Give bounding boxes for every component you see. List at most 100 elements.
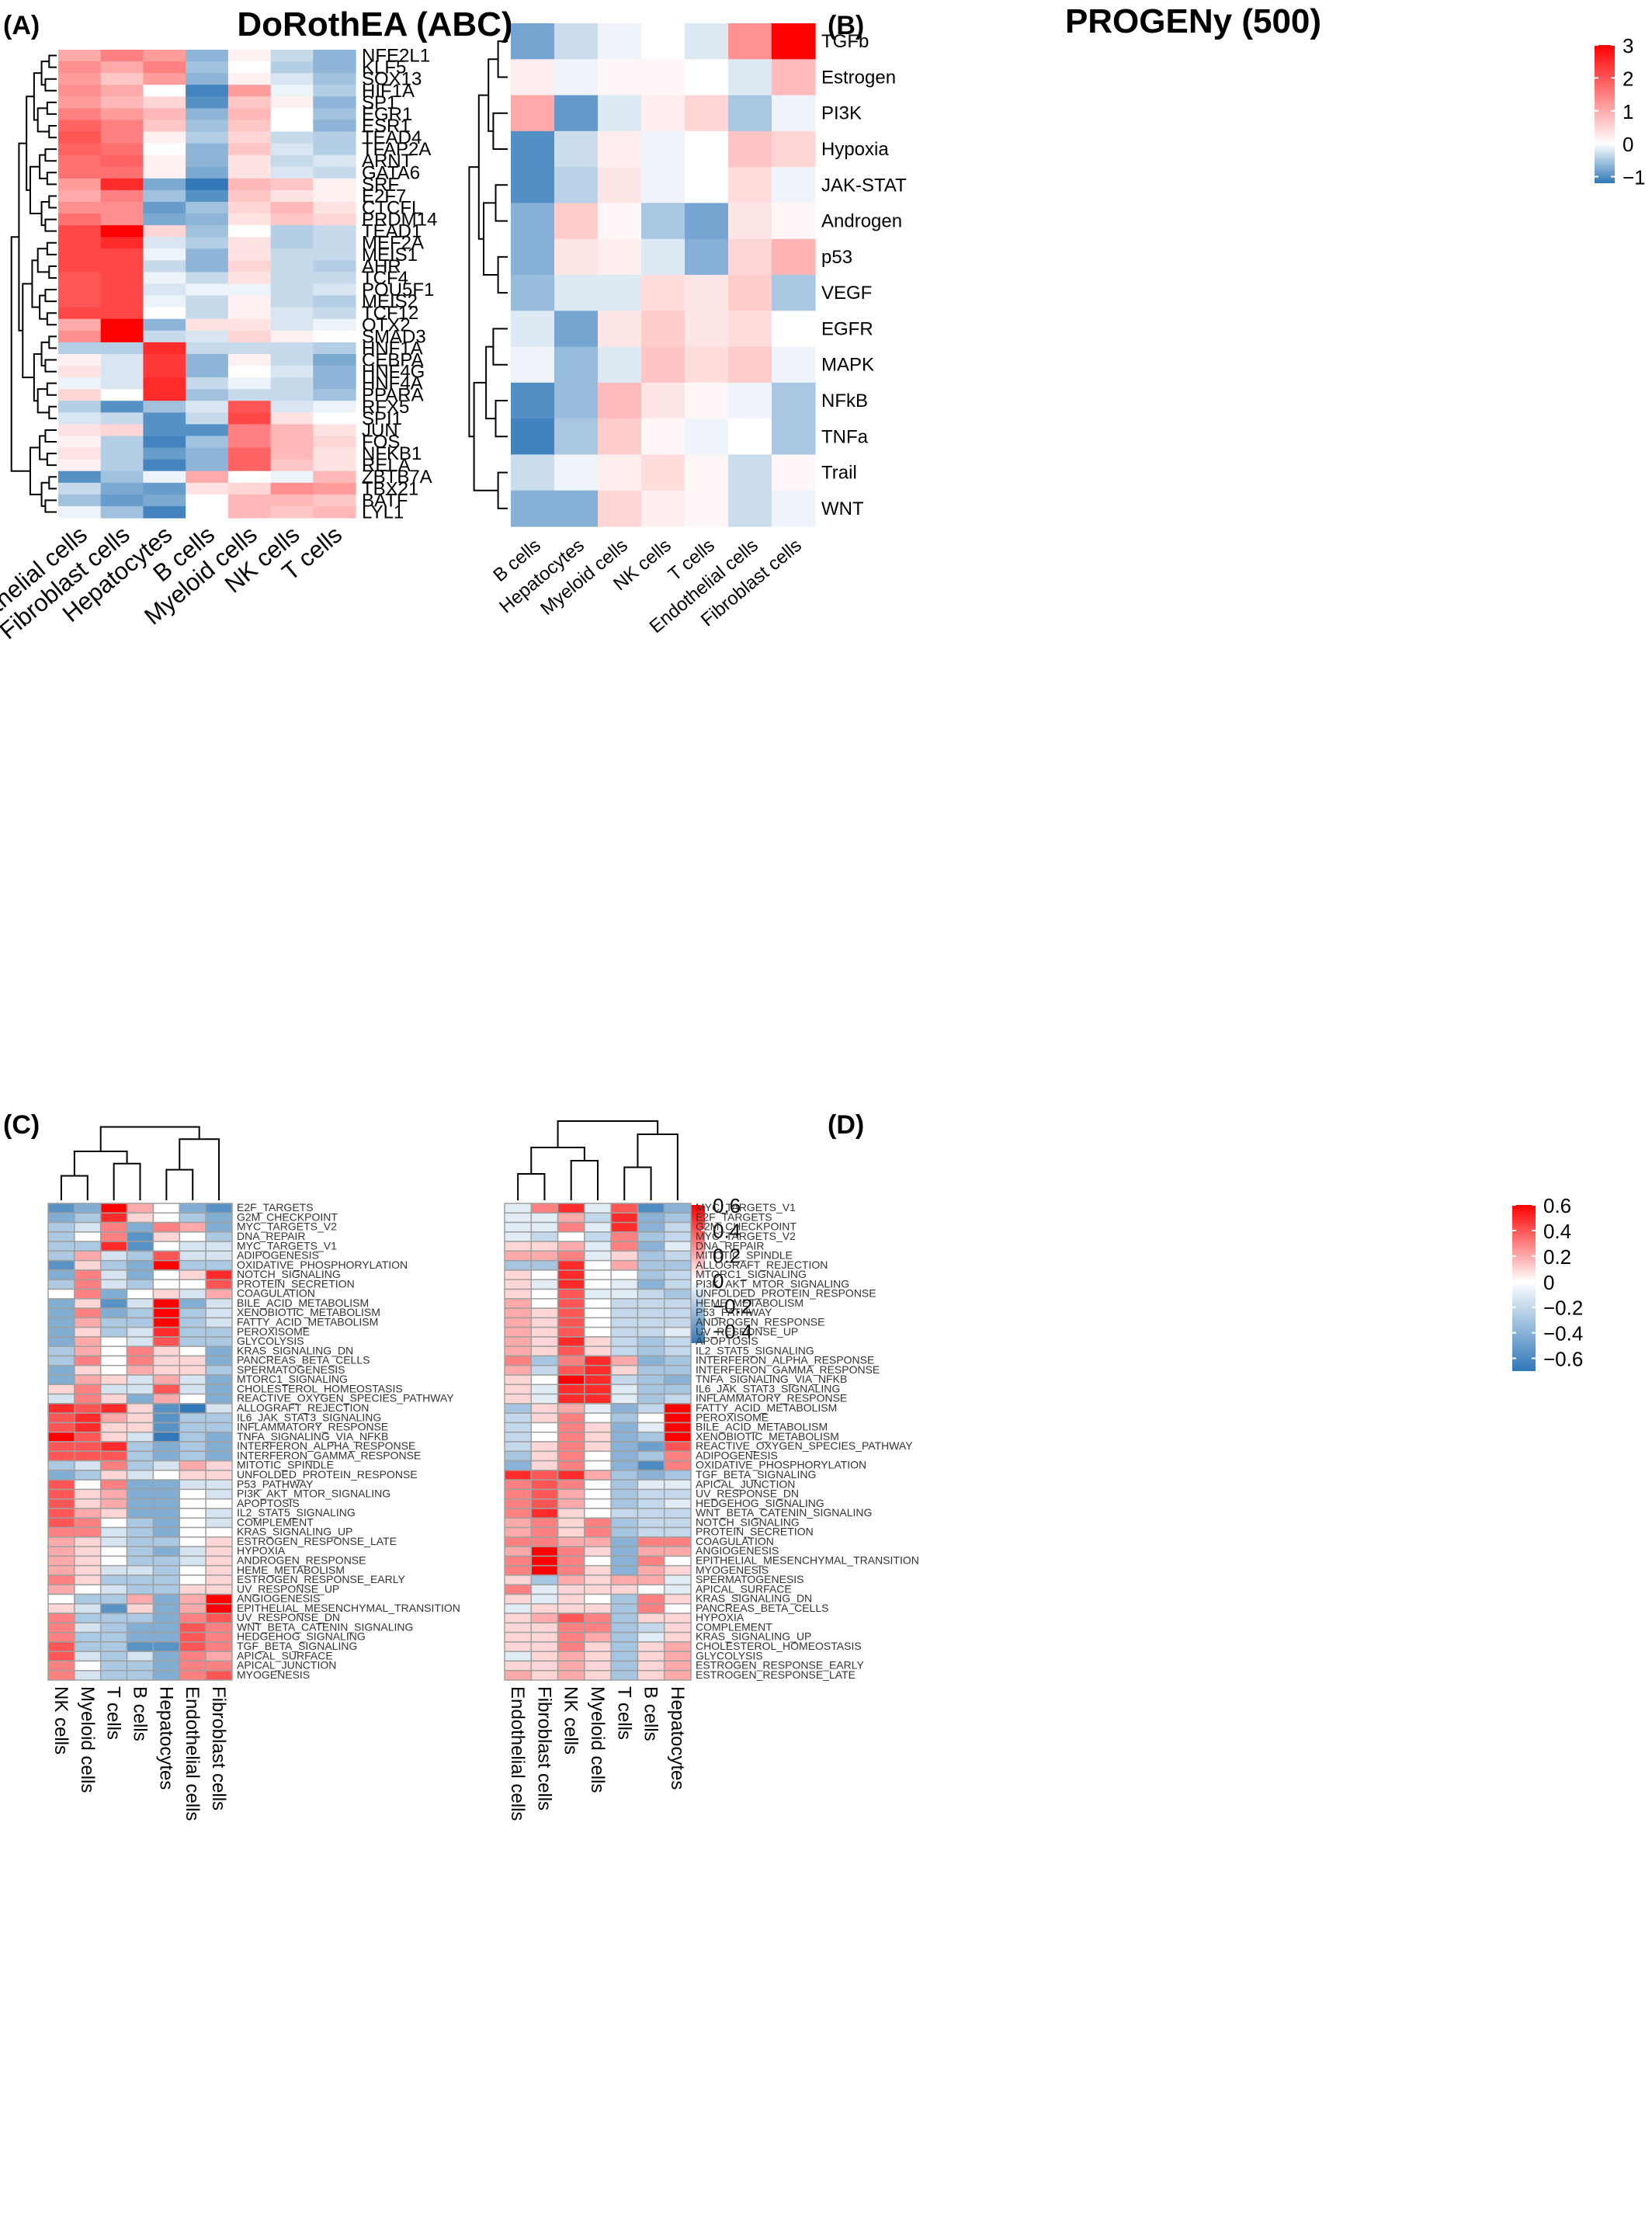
heatmap-cell <box>100 353 144 366</box>
heatmap-cell <box>186 214 229 226</box>
heatmap-cell <box>47 1259 75 1271</box>
heatmap-cell <box>143 96 186 109</box>
heatmap-cell <box>205 1593 233 1605</box>
dendrogram-branch <box>39 154 47 179</box>
heatmap-cell <box>99 1336 128 1347</box>
heatmap-cell <box>610 1669 639 1681</box>
heatmap-cell <box>100 401 144 413</box>
heatmap-cell <box>152 1517 181 1529</box>
heatmap-cell <box>554 95 599 132</box>
dendrogram-branch <box>623 1166 652 1200</box>
row-label: LYL1 <box>362 502 404 523</box>
heatmap-cell <box>511 490 555 527</box>
heatmap-cell <box>530 1317 559 1328</box>
heatmap-cell <box>610 1498 639 1509</box>
row-label: FATTY_ACID_METABOLISM <box>696 1401 837 1414</box>
heatmap-cell <box>270 482 314 495</box>
heatmap-cell <box>663 1622 692 1634</box>
heatmap-cell <box>100 166 144 179</box>
heatmap-cell <box>584 1374 612 1386</box>
heatmap-cell <box>584 1479 612 1491</box>
heatmap-cell <box>99 1441 128 1453</box>
heatmap-cell <box>99 1564 128 1576</box>
heatmap-cell <box>584 1631 612 1643</box>
heatmap-cell <box>313 447 356 460</box>
dendrogram-branch <box>44 218 57 232</box>
heatmap-cell <box>641 382 685 419</box>
heatmap-cell <box>554 346 599 384</box>
row-label: ESTROGEN_RESPONSE_LATE <box>696 1668 856 1681</box>
heatmap-cell <box>637 1631 665 1643</box>
heatmap-cell <box>610 1546 639 1557</box>
heatmap-cell <box>772 490 816 527</box>
heatmap-cell <box>47 1450 75 1462</box>
heatmap-cell <box>610 1355 639 1366</box>
heatmap-cell <box>663 1574 692 1585</box>
heatmap-cell <box>227 131 272 144</box>
heatmap-cell <box>186 330 229 343</box>
row-label: REACTIVE_OXYGEN_SPECIES_PATHWAY <box>696 1439 913 1452</box>
heatmap-cell <box>143 85 186 97</box>
heatmap-cell <box>637 1259 665 1271</box>
row-label: HEDGEHOG_SIGNALING <box>696 1497 824 1509</box>
column-label: Fibroblast cells <box>533 1686 554 1811</box>
heatmap-cell <box>99 1288 128 1300</box>
heatmap-cell <box>100 272 144 285</box>
heatmap-cell <box>179 1460 206 1471</box>
row-label: SRF <box>362 174 399 195</box>
heatmap-cell <box>179 1584 206 1595</box>
row-label: ADIPOGENESIS <box>237 1249 319 1262</box>
row-label: NFE2L1 <box>362 46 430 67</box>
heatmap-cell <box>143 272 186 285</box>
heatmap-cell <box>504 1555 533 1567</box>
heatmap-cell <box>584 1203 612 1214</box>
heatmap-cell <box>74 1231 102 1242</box>
row-label: SMAD3 <box>362 326 426 347</box>
heatmap-cell <box>152 1250 181 1262</box>
heatmap-cell <box>313 61 356 74</box>
heatmap-cell <box>152 1584 181 1595</box>
row-label: PPARA <box>362 385 424 406</box>
row-label: GATA6 <box>362 162 420 183</box>
row-label: IL6_JAK_STAT3_SIGNALING <box>237 1411 381 1423</box>
heatmap-cell <box>74 1488 102 1500</box>
heatmap-cell <box>47 1345 75 1357</box>
heatmap-cell <box>610 1212 639 1224</box>
heatmap-cell <box>179 1603 206 1614</box>
heatmap-cell <box>270 85 314 97</box>
heatmap-cell <box>99 1269 128 1280</box>
heatmap-cell <box>557 1250 585 1262</box>
heatmap-cell <box>557 1317 585 1328</box>
heatmap-cell <box>99 1641 128 1652</box>
heatmap-cell <box>270 178 314 191</box>
heatmap-cell <box>557 1574 585 1585</box>
heatmap-cell <box>313 295 356 308</box>
heatmap-cell <box>126 1546 154 1557</box>
heatmap-cell <box>610 1279 639 1290</box>
heatmap-cell <box>74 1203 102 1214</box>
heatmap-cell <box>530 1221 559 1233</box>
heatmap-cell <box>313 459 356 472</box>
heatmap-cell <box>637 1613 665 1624</box>
heatmap-cell <box>313 131 356 144</box>
heatmap-cell <box>663 1613 692 1624</box>
heatmap-cell <box>179 1307 206 1319</box>
heatmap-cell <box>610 1393 639 1404</box>
heatmap-cell <box>584 1241 612 1252</box>
heatmap-cell <box>152 1384 181 1395</box>
heatmap-cell <box>227 494 272 507</box>
dendrogram-branch <box>492 112 508 150</box>
heatmap-cell <box>584 1212 612 1224</box>
heatmap-cell <box>179 1470 206 1481</box>
heatmap-cell <box>637 1298 665 1309</box>
heatmap-cell <box>143 494 186 507</box>
heatmap-cell <box>584 1317 612 1328</box>
heatmap-cell <box>74 1622 102 1634</box>
heatmap-cell <box>227 459 272 472</box>
legend-tick-label: 0.2 <box>1543 1245 1571 1269</box>
heatmap-cell <box>152 1479 181 1491</box>
heatmap-cell <box>74 1326 102 1338</box>
dendrogram-branch <box>46 101 57 115</box>
heatmap-cell <box>152 1441 181 1453</box>
legend-tick-label: 0.6 <box>713 1194 741 1217</box>
